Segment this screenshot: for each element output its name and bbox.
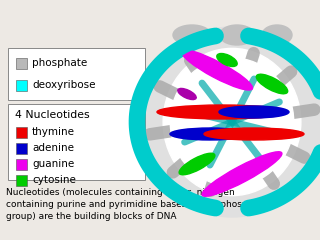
Bar [16,174,27,186]
Ellipse shape [262,25,292,45]
Text: phosphate: phosphate [32,58,87,68]
Text: deoxyribose: deoxyribose [32,80,95,90]
Ellipse shape [256,74,288,94]
Bar [8,48,145,100]
Ellipse shape [178,88,196,100]
Bar [16,143,27,154]
Text: Nucleotides (molecules containing sugar, nitrogen
containing purine and pyrimidi: Nucleotides (molecules containing sugar,… [6,188,268,221]
Bar [16,158,27,169]
Bar [16,58,27,68]
Text: 4 Nucleotides: 4 Nucleotides [15,110,90,120]
Ellipse shape [219,106,289,118]
Text: thymine: thymine [32,127,75,137]
Ellipse shape [163,48,301,196]
Text: guanine: guanine [32,159,74,169]
Text: cytosine: cytosine [32,175,76,185]
Bar [8,104,145,180]
Bar [16,79,27,90]
Ellipse shape [204,128,304,140]
Ellipse shape [173,25,211,45]
Ellipse shape [179,153,215,175]
Ellipse shape [157,105,287,119]
Bar [16,126,27,138]
Ellipse shape [181,50,252,90]
Ellipse shape [170,128,250,140]
Ellipse shape [220,25,254,45]
Ellipse shape [217,54,237,66]
Ellipse shape [170,58,294,186]
Ellipse shape [202,152,282,196]
Circle shape [137,27,320,217]
Text: adenine: adenine [32,143,74,153]
